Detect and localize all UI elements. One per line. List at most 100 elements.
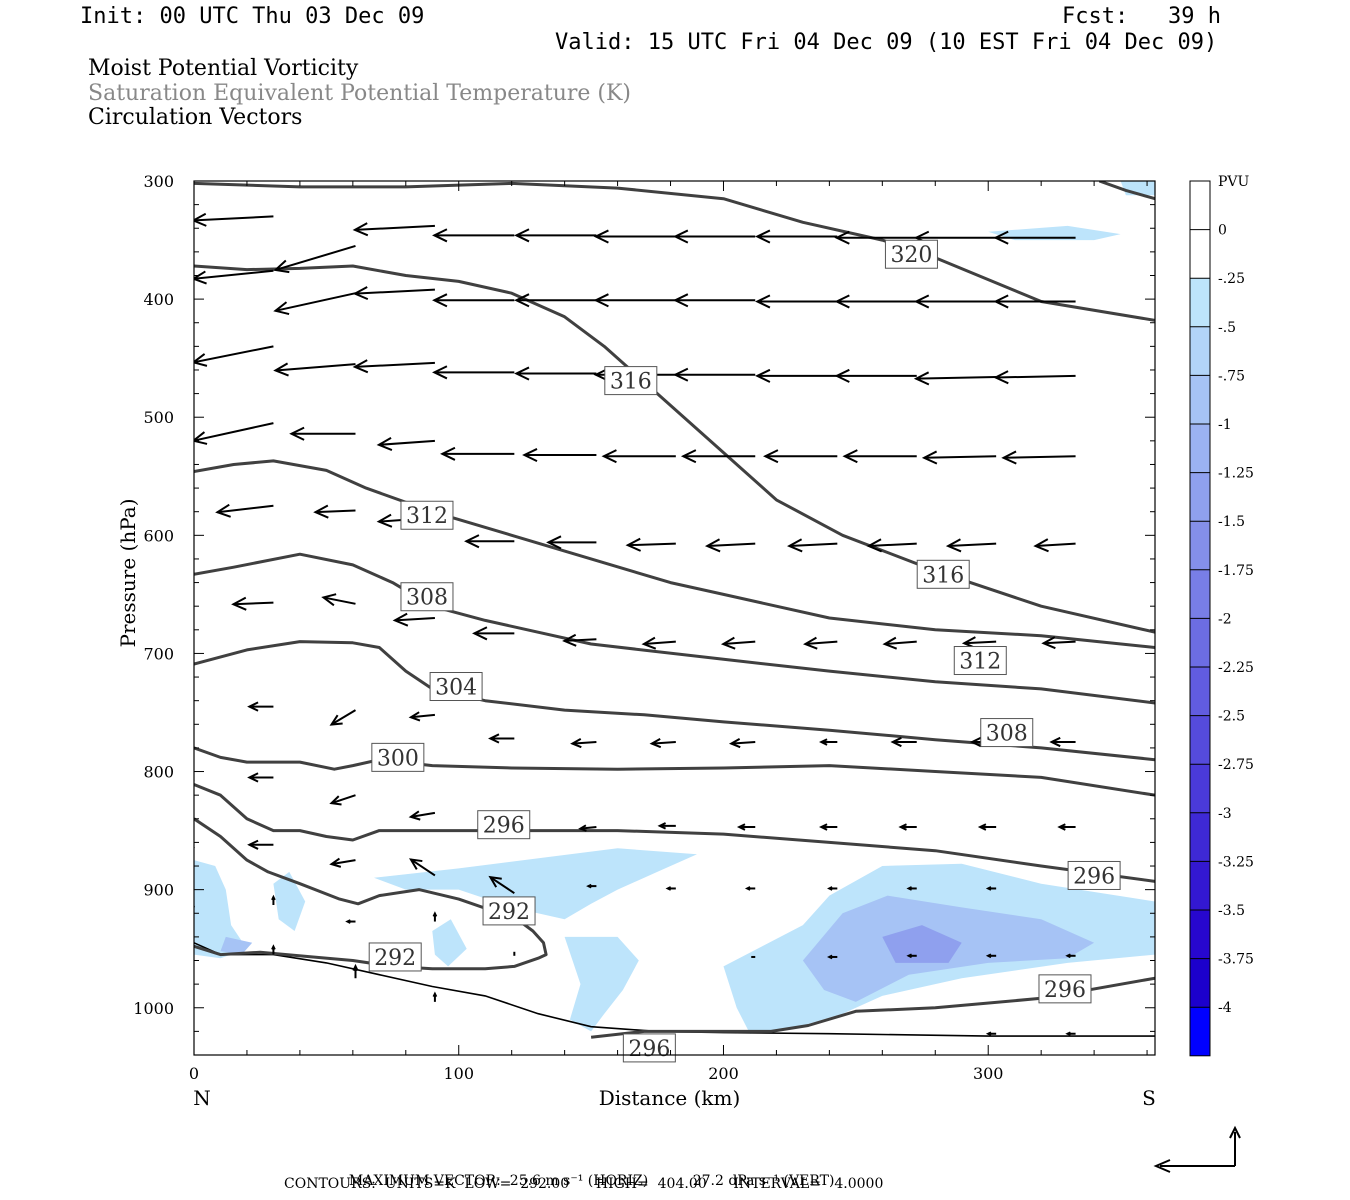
contour-label: 312: [953, 646, 1007, 676]
circulation-vector: [114, 204, 194, 216]
colorbar-label: -3.75: [1218, 952, 1254, 968]
circulation-vector: [194, 212, 274, 227]
circulation-vector: [819, 738, 838, 746]
circulation-vector: [514, 366, 597, 381]
contour-label-box: [916, 559, 970, 589]
circulation-vector: [720, 636, 756, 650]
circulation-vector: [744, 886, 756, 891]
circulation-vector: [464, 534, 515, 549]
vector-shaft: [194, 345, 274, 364]
vector-head: [271, 894, 276, 901]
vector-shaft: [723, 640, 756, 646]
vector-shaft: [194, 269, 274, 280]
plot-border: [193, 180, 1156, 1056]
contour-label-text: 304: [435, 676, 477, 701]
max-vector-label: MAXIMUM VECTOR: 25.6 m s⁻¹ (HORIZ) 27.2 …: [340, 1157, 835, 1189]
circulation-vector: [514, 293, 597, 308]
x-tick-label: 100: [443, 1064, 474, 1083]
y-tick-label: 600: [143, 526, 174, 545]
vector-head: [601, 449, 617, 464]
circulation-vector: [194, 422, 274, 445]
contour-label: 292: [482, 896, 536, 926]
circulation-vector: [672, 293, 756, 308]
circulation-vector: [834, 230, 917, 245]
vector-head: [154, 683, 168, 694]
circulation-vector: [601, 449, 676, 464]
vector-shaft: [194, 846, 195, 849]
vector-shaft: [572, 741, 597, 745]
surface-pressure-line: [194, 942, 1155, 1037]
vector-head: [1049, 736, 1061, 748]
contour-label-text: 308: [986, 722, 1028, 747]
circulation-vector: [194, 269, 274, 285]
vector-head: [273, 259, 290, 274]
y-tick-label: 900: [143, 881, 174, 900]
vector-head: [819, 738, 828, 746]
pv-region: [564, 936, 639, 1032]
colorbar-label: -1.25: [1218, 466, 1254, 482]
vector-head: [921, 450, 938, 465]
contour-label-box: [400, 500, 454, 530]
contour-label-text: 296: [628, 1037, 670, 1062]
vector-shaft: [868, 542, 917, 547]
vector-head: [985, 886, 992, 891]
contour-label: 296: [622, 1033, 676, 1063]
vector-shaft: [410, 858, 436, 877]
circulation-vector: [834, 368, 917, 383]
circulation-vector: [866, 538, 917, 553]
vector-shaft: [884, 640, 917, 646]
circulation-vector: [827, 886, 838, 891]
vector-head: [247, 772, 259, 783]
vector-shaft: [194, 270, 195, 272]
pv-region: [194, 860, 247, 959]
vector-shaft: [948, 542, 997, 547]
circulation-vector: [247, 701, 274, 712]
colorbar-label: 0: [1218, 223, 1227, 239]
vector-shaft: [1003, 455, 1076, 459]
vector-head: [352, 963, 359, 971]
vector-head: [834, 230, 850, 245]
vector-head: [352, 359, 369, 374]
vector-head: [744, 886, 751, 891]
vector-shaft: [330, 709, 357, 726]
colorbar-swatch: [1190, 861, 1210, 910]
vector-head: [787, 538, 803, 553]
vector-shaft: [564, 638, 597, 642]
circulation-vector: [1065, 953, 1076, 959]
circulation-vector: [321, 593, 356, 607]
circulation-vector: [755, 229, 838, 244]
circulation-vector: [154, 683, 195, 704]
circulation-vector: [488, 875, 515, 895]
colorbar-swatch: [1190, 278, 1210, 327]
vector-head: [376, 436, 393, 451]
vector-head: [803, 636, 818, 650]
circulation-vector: [231, 596, 274, 611]
colorbar-label: -.5: [1218, 320, 1236, 336]
y-tick-label: 300: [143, 172, 174, 191]
vector-head: [1065, 953, 1071, 959]
colorbar-label: -3: [1218, 806, 1232, 822]
circulation-vector: [271, 894, 276, 906]
circulation-vector: [834, 294, 917, 309]
y-tick-label: 700: [143, 644, 174, 663]
circulation-vector: [194, 270, 195, 272]
vector-head: [672, 229, 689, 244]
vector-shaft: [275, 363, 356, 372]
max-vector-horiz: 25.6 m s⁻¹ (HORIZ): [509, 1173, 649, 1189]
vector-head: [146, 594, 159, 606]
colorbar-label: -2.75: [1218, 757, 1254, 773]
circulation-vector: [352, 963, 359, 979]
colorbar-label: -2.25: [1218, 660, 1254, 676]
colorbar-swatch: [1190, 181, 1210, 230]
circulation-vector: [488, 733, 515, 744]
vector-shaft: [1043, 640, 1076, 645]
contour-label: 308: [980, 718, 1034, 748]
circulation-vector: [763, 449, 838, 464]
vector-shaft: [275, 245, 356, 271]
vector-head: [945, 538, 962, 553]
circulation-vector: [329, 794, 356, 806]
contour-label-text: 308: [406, 586, 448, 611]
contour-info: CONTOURS: UNITS=K LOW= 292.00 HIGH= 404.…: [284, 1176, 884, 1192]
vector-shaft: [217, 504, 274, 514]
